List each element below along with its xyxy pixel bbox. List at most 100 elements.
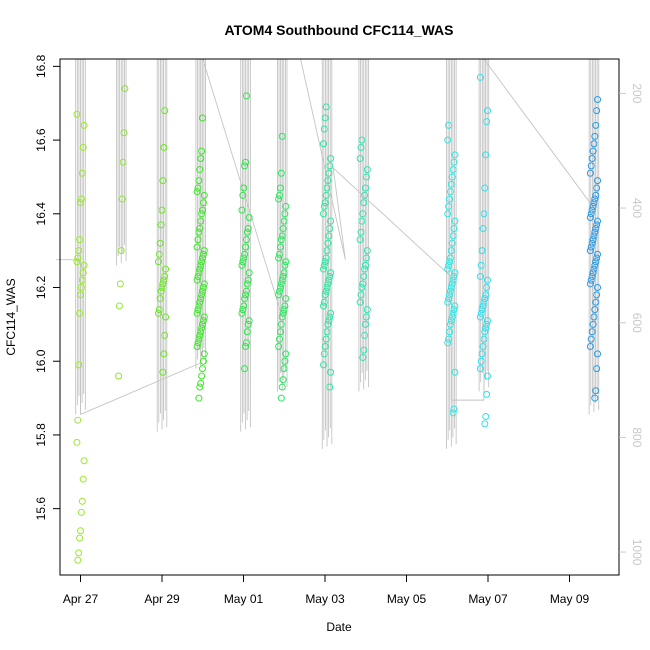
data-point	[323, 247, 331, 255]
right-tick-label: 800	[630, 427, 644, 447]
data-point	[74, 416, 82, 424]
data-point	[281, 357, 289, 365]
data-point	[279, 225, 287, 233]
data-point	[480, 335, 488, 343]
data-point	[240, 302, 248, 310]
data-point	[589, 320, 597, 328]
data-point	[589, 202, 597, 210]
chart-title: ATOM4 Southbound CFC114_WAS	[225, 22, 454, 38]
data-point	[242, 243, 250, 251]
data-point	[276, 328, 284, 336]
data-point	[80, 121, 88, 129]
data-point	[116, 280, 124, 288]
data-point	[326, 313, 334, 321]
data-point	[357, 143, 365, 151]
data-point	[589, 236, 597, 244]
data-point	[326, 383, 334, 391]
data-point	[482, 324, 490, 332]
data-point	[277, 280, 285, 288]
data-point	[359, 280, 367, 288]
data-point	[356, 155, 364, 163]
data-point	[594, 177, 602, 185]
data-point	[586, 342, 594, 350]
data-point	[587, 335, 595, 343]
data-point	[199, 199, 207, 207]
data-point	[245, 317, 253, 325]
data-point	[323, 284, 331, 292]
data-point	[243, 328, 251, 336]
x-tick-label: May 01	[224, 592, 264, 606]
x-tick-label: Apr 29	[144, 592, 180, 606]
y-tick-label: 16.6	[34, 128, 48, 152]
data-point	[162, 265, 170, 273]
data-point	[362, 313, 370, 321]
data-point	[197, 295, 205, 303]
data-point	[593, 221, 601, 229]
data-point	[77, 527, 84, 535]
data-point	[323, 328, 331, 336]
data-point	[590, 313, 598, 321]
data-point	[594, 250, 602, 258]
data-point	[156, 239, 164, 247]
data-point	[448, 239, 456, 247]
data-point	[484, 372, 492, 380]
data-point	[446, 188, 454, 196]
data-point	[275, 254, 283, 262]
data-point	[282, 350, 290, 358]
data-point	[588, 328, 596, 336]
data-point	[361, 265, 369, 273]
data-point	[242, 287, 250, 295]
data-point	[361, 331, 369, 339]
data-point	[319, 210, 327, 218]
data-point	[591, 132, 599, 140]
data-point	[445, 335, 453, 343]
y-tick-label: 16.2	[34, 276, 48, 300]
data-point	[238, 309, 246, 317]
data-point	[198, 258, 206, 266]
x-tick-label: May 07	[468, 592, 508, 606]
data-point	[360, 346, 368, 354]
data-point	[588, 155, 596, 163]
data-point	[239, 306, 247, 314]
data-point	[118, 195, 126, 203]
data-point	[280, 217, 288, 225]
data-point	[593, 291, 601, 299]
data-point-layer	[73, 73, 602, 564]
data-point	[477, 261, 485, 269]
data-point	[241, 295, 249, 303]
data-point	[196, 265, 204, 273]
data-point	[586, 169, 594, 177]
data-point	[80, 261, 88, 269]
data-point	[275, 195, 283, 203]
data-point	[446, 254, 454, 262]
data-point	[448, 313, 456, 321]
plot-frame	[59, 58, 620, 576]
data-point	[592, 387, 600, 395]
data-point	[280, 306, 288, 314]
data-point	[319, 302, 327, 310]
data-point	[450, 306, 458, 314]
data-point	[79, 143, 87, 151]
data-point	[447, 180, 455, 188]
data-point	[327, 217, 335, 225]
data-point	[325, 317, 333, 325]
y-tick-label: 15.8	[34, 423, 48, 447]
data-point	[324, 177, 332, 185]
data-point	[363, 247, 371, 255]
data-point	[445, 202, 453, 210]
data-point	[480, 210, 488, 218]
data-point	[591, 195, 599, 203]
data-point	[281, 210, 289, 218]
data-point	[158, 284, 166, 292]
data-point	[74, 254, 82, 262]
data-point	[362, 173, 370, 181]
data-point	[444, 136, 452, 144]
pressure-profile-layer	[75, 59, 600, 449]
data-point	[278, 232, 286, 240]
data-point	[320, 202, 328, 210]
x-axis-label: Date	[326, 620, 352, 634]
data-point	[276, 191, 284, 199]
data-point	[121, 84, 129, 92]
right-pressure-axis: 200 400 600 800 1000	[619, 83, 644, 566]
data-point	[196, 298, 204, 306]
